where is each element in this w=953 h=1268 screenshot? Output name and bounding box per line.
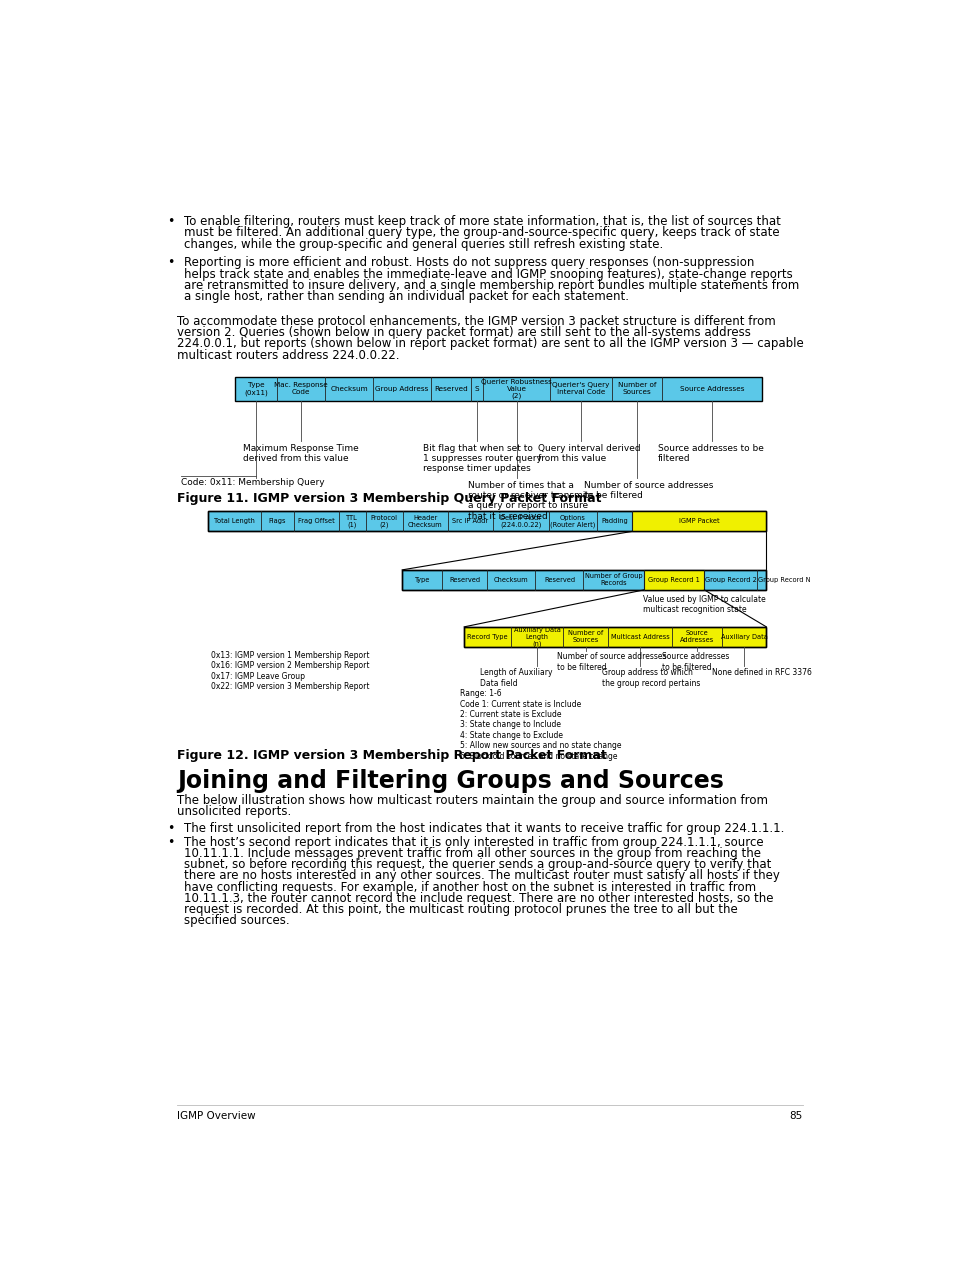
Text: Source addresses
to be filtered: Source addresses to be filtered: [661, 652, 728, 672]
Text: Header
Checksum: Header Checksum: [408, 515, 442, 527]
Text: To enable filtering, routers must keep track of more state information, that is,: To enable filtering, routers must keep t…: [183, 216, 780, 228]
Text: Group Address: Group Address: [375, 385, 428, 392]
Text: Source addresses to be
filtered: Source addresses to be filtered: [658, 444, 763, 463]
Text: a single host, rather than sending an individual packet for each statement.: a single host, rather than sending an in…: [183, 290, 628, 303]
Text: Length of Auxiliary
Data field: Length of Auxiliary Data field: [479, 668, 552, 687]
Text: Number of source addresses
to be filtered: Number of source addresses to be filtere…: [583, 481, 713, 500]
Text: None defined in RFC 3376: None defined in RFC 3376: [711, 668, 811, 677]
Text: Group Record 2: Group Record 2: [704, 577, 756, 583]
Text: Frag Offset: Frag Offset: [297, 519, 335, 525]
Text: Checksum: Checksum: [331, 385, 368, 392]
Text: specified sources.: specified sources.: [183, 914, 289, 927]
Text: Number of
Sources: Number of Sources: [568, 630, 603, 643]
Text: Querier Robustness
Value
(2): Querier Robustness Value (2): [481, 379, 552, 399]
Text: IGMP Overview: IGMP Overview: [177, 1111, 255, 1121]
Bar: [464, 626, 765, 647]
Text: Padding: Padding: [600, 519, 627, 525]
Text: 10.11.1.1. Include messages prevent traffic from all other sources in the group : 10.11.1.1. Include messages prevent traf…: [183, 847, 760, 860]
Text: Number of Group
Records: Number of Group Records: [584, 573, 641, 586]
Text: request is recorded. At this point, the multicast routing protocol prunes the tr: request is recorded. At this point, the …: [183, 903, 737, 915]
Text: Auxiliary Data: Auxiliary Data: [720, 634, 767, 640]
Text: To accommodate these protocol enhancements, the IGMP version 3 packet structure : To accommodate these protocol enhancemen…: [177, 314, 776, 328]
Text: Number of source addresses
to be filtered: Number of source addresses to be filtere…: [557, 652, 666, 672]
Text: Code: 0x11: Membership Query: Code: 0x11: Membership Query: [181, 478, 325, 487]
Text: Query interval derived
from this value: Query interval derived from this value: [537, 444, 639, 463]
Text: Number of times that a
router or receiver transmits
a query or report to insure
: Number of times that a router or receive…: [468, 481, 593, 521]
Text: Options
(Router Alert): Options (Router Alert): [549, 515, 595, 529]
Text: Type: Type: [415, 577, 430, 583]
Text: Reporting is more efficient and robust. Hosts do not suppress query responses (n: Reporting is more efficient and robust. …: [183, 256, 753, 270]
Text: Source
Addresses: Source Addresses: [679, 630, 714, 643]
Text: have conflicting requests. For example, if another host on the subnet is interes: have conflicting requests. For example, …: [183, 880, 755, 894]
Text: Number of
Sources: Number of Sources: [618, 383, 656, 396]
Text: Maximum Response Time
derived from this value: Maximum Response Time derived from this …: [243, 444, 358, 463]
Text: 85: 85: [789, 1111, 802, 1121]
Text: Total Length: Total Length: [214, 519, 254, 525]
Bar: [643, 569, 703, 590]
Text: there are no hosts interested in any other sources. The multicast router must sa: there are no hosts interested in any oth…: [183, 870, 779, 883]
Text: helps track state and enables the immediate-leave and IGMP snooping features), s: helps track state and enables the immedi…: [183, 268, 792, 280]
Text: Src IP Addr: Src IP Addr: [452, 519, 488, 525]
Bar: [235, 377, 761, 401]
Bar: [402, 569, 765, 590]
Text: 0x13: IGMP version 1 Membership Report
0x16: IGMP version 2 Membership Report
0x: 0x13: IGMP version 1 Membership Report 0…: [211, 650, 369, 691]
Text: The below illustration shows how multicast routers maintain the group and source: The below illustration shows how multica…: [177, 794, 767, 806]
Bar: [208, 511, 765, 531]
Text: Group Record N: Group Record N: [757, 577, 810, 583]
Text: 10.11.1.3, the router cannot record the include request. There are no other inte: 10.11.1.3, the router cannot record the …: [183, 891, 772, 905]
Bar: [208, 511, 765, 531]
Text: •: •: [167, 216, 174, 228]
Text: multicast routers address 224.0.0.22.: multicast routers address 224.0.0.22.: [177, 349, 399, 361]
Text: Figure 12. IGMP version 3 Membership Report Packet Format: Figure 12. IGMP version 3 Membership Rep…: [177, 749, 606, 762]
Text: Auxiliary Data
Length
(n): Auxiliary Data Length (n): [513, 626, 559, 647]
Text: The host’s second report indicates that it is only interested in traffic from gr: The host’s second report indicates that …: [183, 836, 762, 848]
Text: Reserved: Reserved: [449, 577, 480, 583]
Text: Record Type: Record Type: [467, 634, 507, 640]
Text: subnet, so before recording this request, the querier sends a group-and-source q: subnet, so before recording this request…: [183, 858, 770, 871]
Text: Reserved: Reserved: [434, 385, 467, 392]
Text: The first unsolicited report from the host indicates that it wants to receive tr: The first unsolicited report from the ho…: [183, 822, 783, 836]
Text: Range: 1-6
Code 1: Current state is Include
2: Current state is Exclude
3: State: Range: 1-6 Code 1: Current state is Incl…: [459, 690, 621, 761]
Text: Multicast Address: Multicast Address: [610, 634, 669, 640]
Text: Group Record 1: Group Record 1: [648, 577, 700, 583]
Text: unsolicited reports.: unsolicited reports.: [177, 805, 292, 818]
Text: •: •: [167, 822, 174, 836]
Bar: [464, 626, 765, 647]
Text: Reserved: Reserved: [543, 577, 575, 583]
Text: Flags: Flags: [269, 519, 286, 525]
Bar: [402, 569, 765, 590]
Text: Dest IP Addr
(224.0.0.22): Dest IP Addr (224.0.0.22): [499, 515, 540, 529]
Text: Type
(0x11): Type (0x11): [244, 382, 268, 396]
Text: Mac. Response
Code: Mac. Response Code: [274, 383, 328, 396]
Text: version 2. Queries (shown below in query packet format) are still sent to the al: version 2. Queries (shown below in query…: [177, 326, 750, 339]
Text: are retransmitted to insure delivery, and a single membership report bundles mul: are retransmitted to insure delivery, an…: [183, 279, 798, 292]
Text: Figure 11. IGMP version 3 Membership Query Packet Format: Figure 11. IGMP version 3 Membership Que…: [177, 492, 601, 505]
Text: Source Addresses: Source Addresses: [679, 385, 743, 392]
Text: •: •: [167, 836, 174, 848]
Text: 224.0.0.1, but reports (shown below in report packet format) are sent to all the: 224.0.0.1, but reports (shown below in r…: [177, 337, 803, 350]
Text: Value used by IGMP to calculate
multicast recognition state: Value used by IGMP to calculate multicas…: [642, 595, 765, 614]
Text: Bit flag that when set to
1 suppresses router query
response timer updates: Bit flag that when set to 1 suppresses r…: [422, 444, 541, 473]
Text: S: S: [475, 385, 479, 392]
Text: changes, while the group-specific and general queries still refresh existing sta: changes, while the group-specific and ge…: [183, 237, 662, 251]
Text: must be filtered. An additional query type, the group-and-source-specific query,: must be filtered. An additional query ty…: [183, 227, 779, 240]
Text: Checksum: Checksum: [494, 577, 528, 583]
Text: Group address to which
the group record pertains: Group address to which the group record …: [601, 668, 700, 687]
Text: Joining and Filtering Groups and Sources: Joining and Filtering Groups and Sources: [177, 770, 723, 794]
Bar: [632, 511, 765, 531]
Text: •: •: [167, 256, 174, 270]
Text: TTL
(1): TTL (1): [346, 515, 357, 529]
Text: Querier's Query
Interval Code: Querier's Query Interval Code: [552, 383, 609, 396]
Text: IGMP Packet: IGMP Packet: [679, 519, 719, 525]
Text: Protocol
(2): Protocol (2): [371, 515, 397, 529]
